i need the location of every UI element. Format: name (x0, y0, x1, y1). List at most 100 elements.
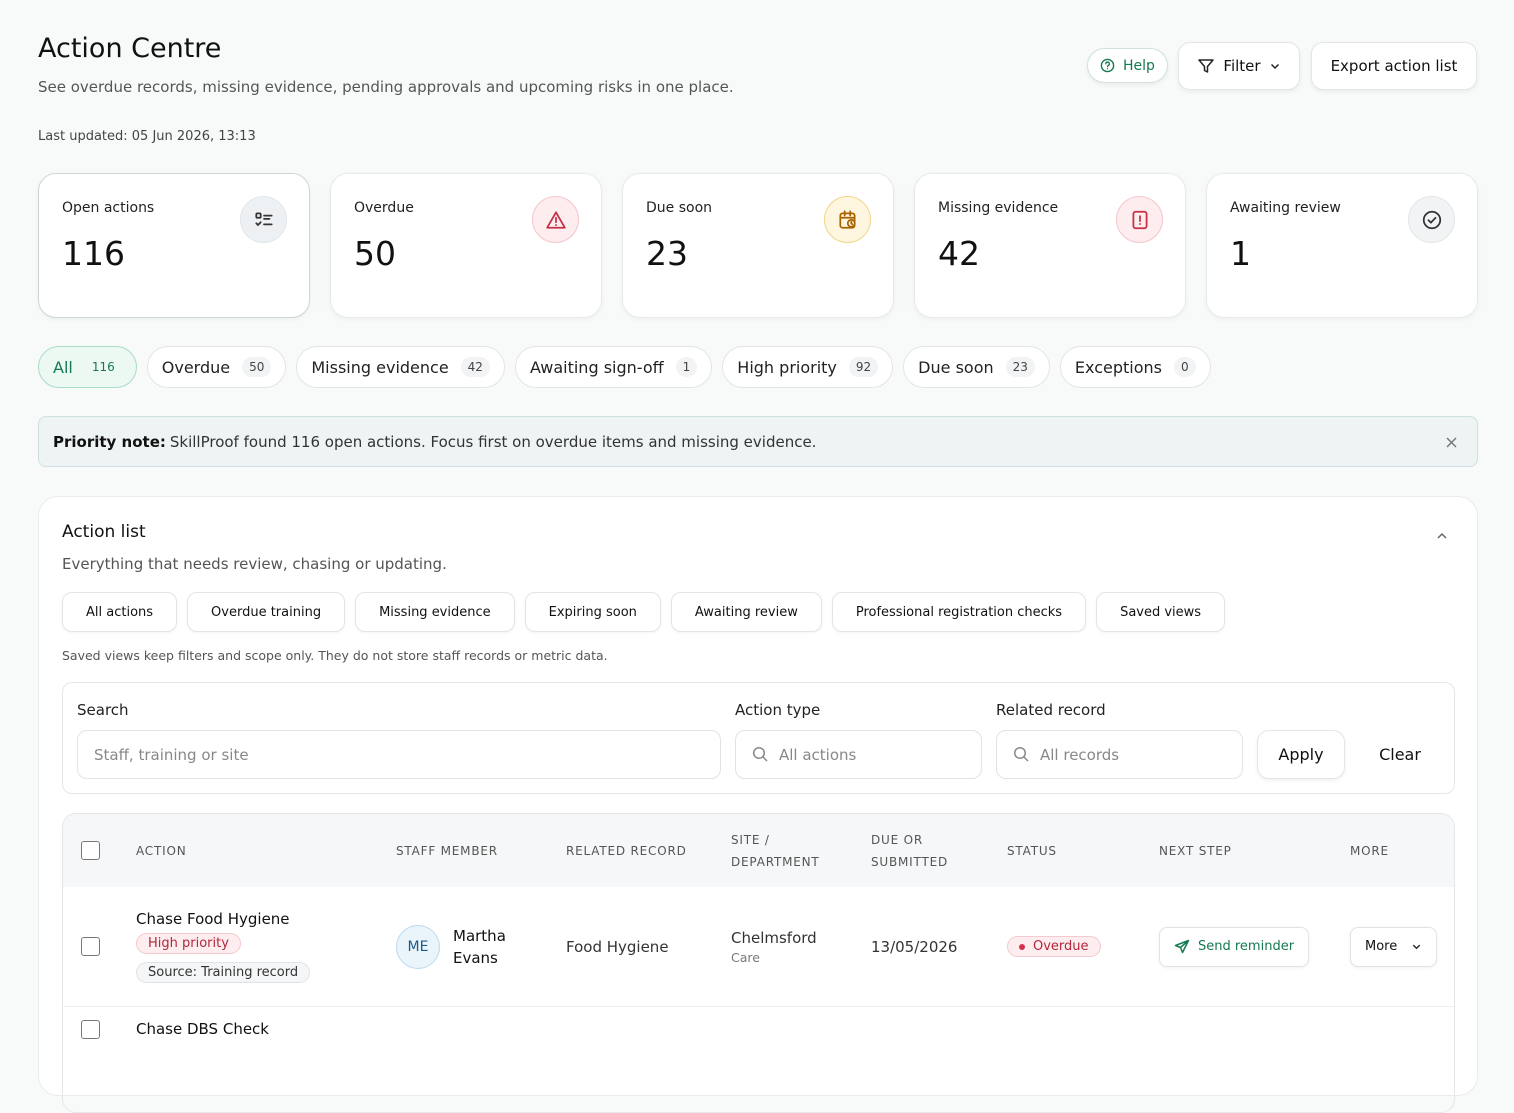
send-reminder-button[interactable]: Send reminder (1159, 926, 1310, 967)
stat-label: Missing evidence (938, 200, 1059, 216)
view-button[interactable]: Saved views (1096, 592, 1226, 632)
next-step-label: Send reminder (1198, 939, 1295, 954)
view-button[interactable]: Awaiting review (670, 592, 822, 632)
view-button[interactable]: All actions (62, 592, 178, 632)
stat-value: 42 (938, 234, 980, 273)
tab-label: Due soon (918, 357, 994, 377)
action-cell: Chase Food Hygiene High priority Source: T… (136, 910, 396, 983)
clear-button[interactable]: Clear (1359, 730, 1441, 779)
site-name: Chelmsford (731, 928, 817, 947)
search-icon (752, 746, 768, 762)
due-date: 13/05/2026 (871, 937, 958, 956)
status-label: Overdue (1033, 939, 1089, 954)
department: Care (731, 949, 760, 965)
tab-label: Exceptions (1074, 357, 1162, 377)
search-input[interactable]: Staff, training or site (77, 730, 721, 779)
stat-icon (1408, 196, 1455, 243)
icon (838, 209, 856, 229)
row-checkbox[interactable] (81, 1020, 100, 1039)
column-header: SITE / DEPARTMENT (731, 832, 820, 869)
action-type-label: Action type (735, 701, 821, 719)
action-cell: Chase DBS Check (136, 1020, 396, 1038)
source-badge: Source: Training record (136, 962, 311, 983)
tab-label: All (53, 357, 73, 377)
tab-count: 42 (460, 357, 490, 377)
stat-card: Awaiting review 1 (1206, 173, 1478, 318)
tab-label: Overdue (161, 357, 231, 377)
column-header: RELATED RECORD (566, 843, 687, 858)
stat-value: 116 (62, 234, 125, 273)
tab-count: 23 (1005, 357, 1035, 377)
stat-icon (824, 196, 871, 243)
stat-icon (1116, 196, 1163, 243)
page-body: Action Centre See overdue records, missi… (38, 33, 1478, 1113)
view-button[interactable]: Expiring soon (524, 592, 661, 632)
stat-card: Due soon 23 (622, 173, 894, 318)
views-note: Saved views keep filters and scope only.… (62, 648, 608, 663)
stat-value: 50 (354, 234, 396, 273)
column-header: STAFF MEMBER (396, 843, 498, 858)
chevron (1270, 63, 1279, 70)
stat-cards: Open actions 116 Overdue 50 Due soon 23 Missin… (38, 173, 1478, 318)
more-button[interactable]: More (1350, 926, 1438, 967)
filter-tab[interactable]: All 116 (38, 346, 137, 388)
view-button[interactable]: Missing evidence (355, 592, 515, 632)
apply-label: Apply (1278, 745, 1324, 764)
tab-label: High priority (737, 357, 837, 377)
stat-label: Due soon (646, 200, 713, 216)
stat-card: Open actions 116 (38, 173, 310, 318)
more-cell: More (1350, 926, 1454, 967)
column-header: STATUS (1007, 843, 1057, 858)
filter-label: Filter (1223, 57, 1261, 75)
view-button[interactable]: Professional registration checks (831, 592, 1087, 632)
stat-label: Open actions (62, 200, 155, 216)
icon (254, 212, 273, 226)
clear-label: Clear (1379, 745, 1421, 764)
column-header: ACTION (136, 843, 187, 858)
page-subtitle: See overdue records, missing evidence, p… (38, 78, 734, 96)
stat-card: Overdue 50 (330, 173, 602, 318)
help-icon (1100, 58, 1115, 73)
collapse-toggle[interactable] (1435, 531, 1449, 541)
filter-tab[interactable]: Overdue 50 (146, 346, 287, 388)
filter-tab[interactable]: Exceptions 0 (1059, 346, 1211, 388)
help-button[interactable]: Help (1087, 48, 1168, 83)
filter-button[interactable]: Filter (1178, 42, 1300, 90)
filter-tab[interactable]: Missing evidence 42 (296, 346, 505, 388)
export-label: Export action list (1330, 57, 1458, 75)
row-checkbox[interactable] (81, 937, 100, 956)
page-title: Action Centre (38, 33, 222, 64)
column-header: DUE OR SUBMITTED (871, 832, 948, 869)
stat-label: Awaiting review (1230, 200, 1341, 216)
tab-count: 92 (848, 357, 879, 377)
column-header: NEXT STEP (1159, 843, 1232, 858)
search-label: Search (77, 701, 129, 719)
table-header: ACTION STAFF MEMBER RELATED RECORD SITE / D… (63, 814, 1454, 887)
note-label: Priority note: (53, 432, 166, 451)
related-record-input[interactable]: All records (996, 730, 1243, 779)
tab-label: Missing evidence (311, 357, 449, 377)
view-button[interactable]: Overdue training (187, 592, 346, 632)
table-row: Chase Food Hygiene High priority Source: T… (63, 887, 1454, 1007)
stat-icon (240, 196, 287, 243)
filter-tab[interactable]: Due soon 23 (903, 346, 1050, 388)
saved-views: All actions Overdue training Missing evide… (62, 592, 1226, 632)
tab-count: 116 (91, 360, 115, 374)
send-icon (1174, 939, 1190, 953)
related-record-placeholder: All records (1040, 745, 1120, 764)
filter-tab[interactable]: High priority 92 (722, 346, 894, 388)
filter-tab[interactable]: Awaiting sign-off 1 (514, 346, 713, 388)
stat-card: Missing evidence 42 (914, 173, 1186, 318)
last-updated: Last updated: 05 Jun 2026, 13:13 (38, 129, 256, 144)
close-note[interactable] (1445, 436, 1458, 449)
action-type-input[interactable]: All actions (735, 730, 982, 779)
action-title: Chase DBS Check (136, 1020, 269, 1038)
action-type-placeholder: All actions (779, 745, 857, 764)
tab-count: 1 (675, 357, 698, 377)
export-button[interactable]: Export action list (1311, 42, 1477, 90)
select-all[interactable] (81, 841, 100, 860)
apply-button[interactable]: Apply (1257, 730, 1345, 779)
help-label: Help (1123, 57, 1155, 74)
stat-value: 23 (646, 234, 688, 273)
stat-icon (532, 196, 579, 243)
